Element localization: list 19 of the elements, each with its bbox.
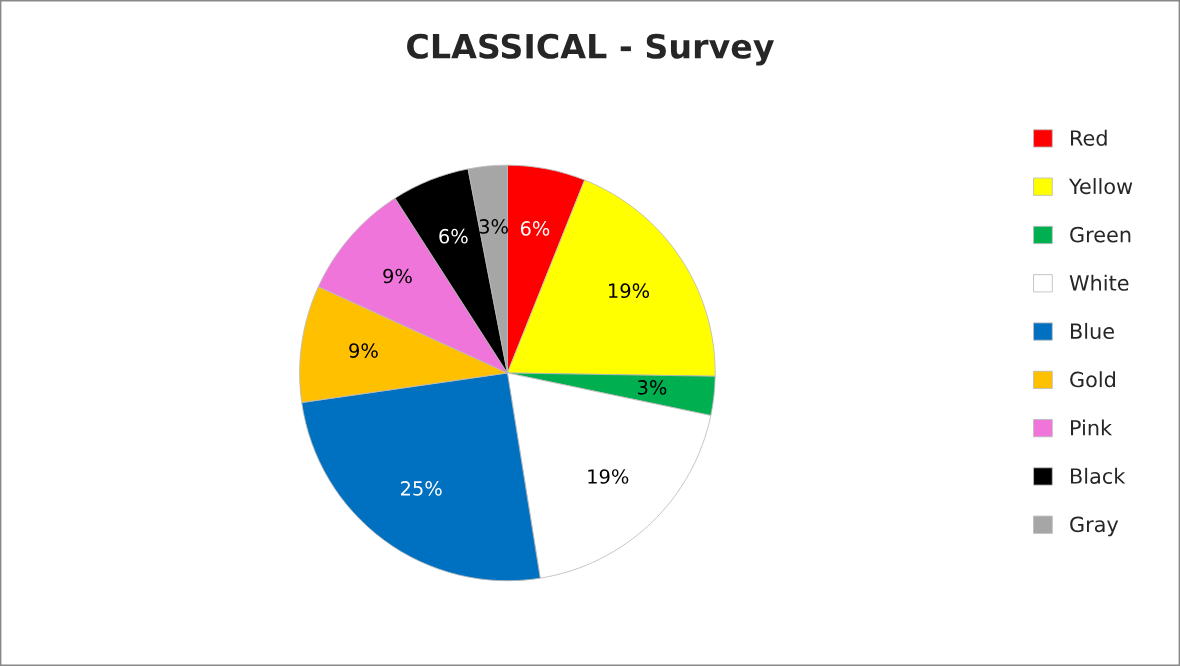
legend-label: Red [1071,129,1107,146]
legend-label: Gray [1070,516,1119,537]
legend-label: Black [1071,467,1126,484]
legend-label: Blue [1071,322,1114,340]
data-label: 3% [638,380,667,395]
legend-label: Pink [1071,419,1113,436]
legend-label: Green [1070,226,1131,243]
data-label: 9% [349,343,378,358]
data-label: 19% [609,283,650,299]
chart-title: CLASSICAL - Survey [407,33,774,66]
data-label: 6% [439,228,468,244]
data-label: 25% [400,481,442,496]
data-label: 3% [479,219,508,234]
legend-label: Yellow [1068,178,1133,195]
data-label: 9% [383,268,412,284]
legend-label: White [1069,274,1129,291]
legend-label: Gold [1070,371,1115,388]
data-label: 6% [520,221,550,236]
data-label: 19% [588,469,629,484]
